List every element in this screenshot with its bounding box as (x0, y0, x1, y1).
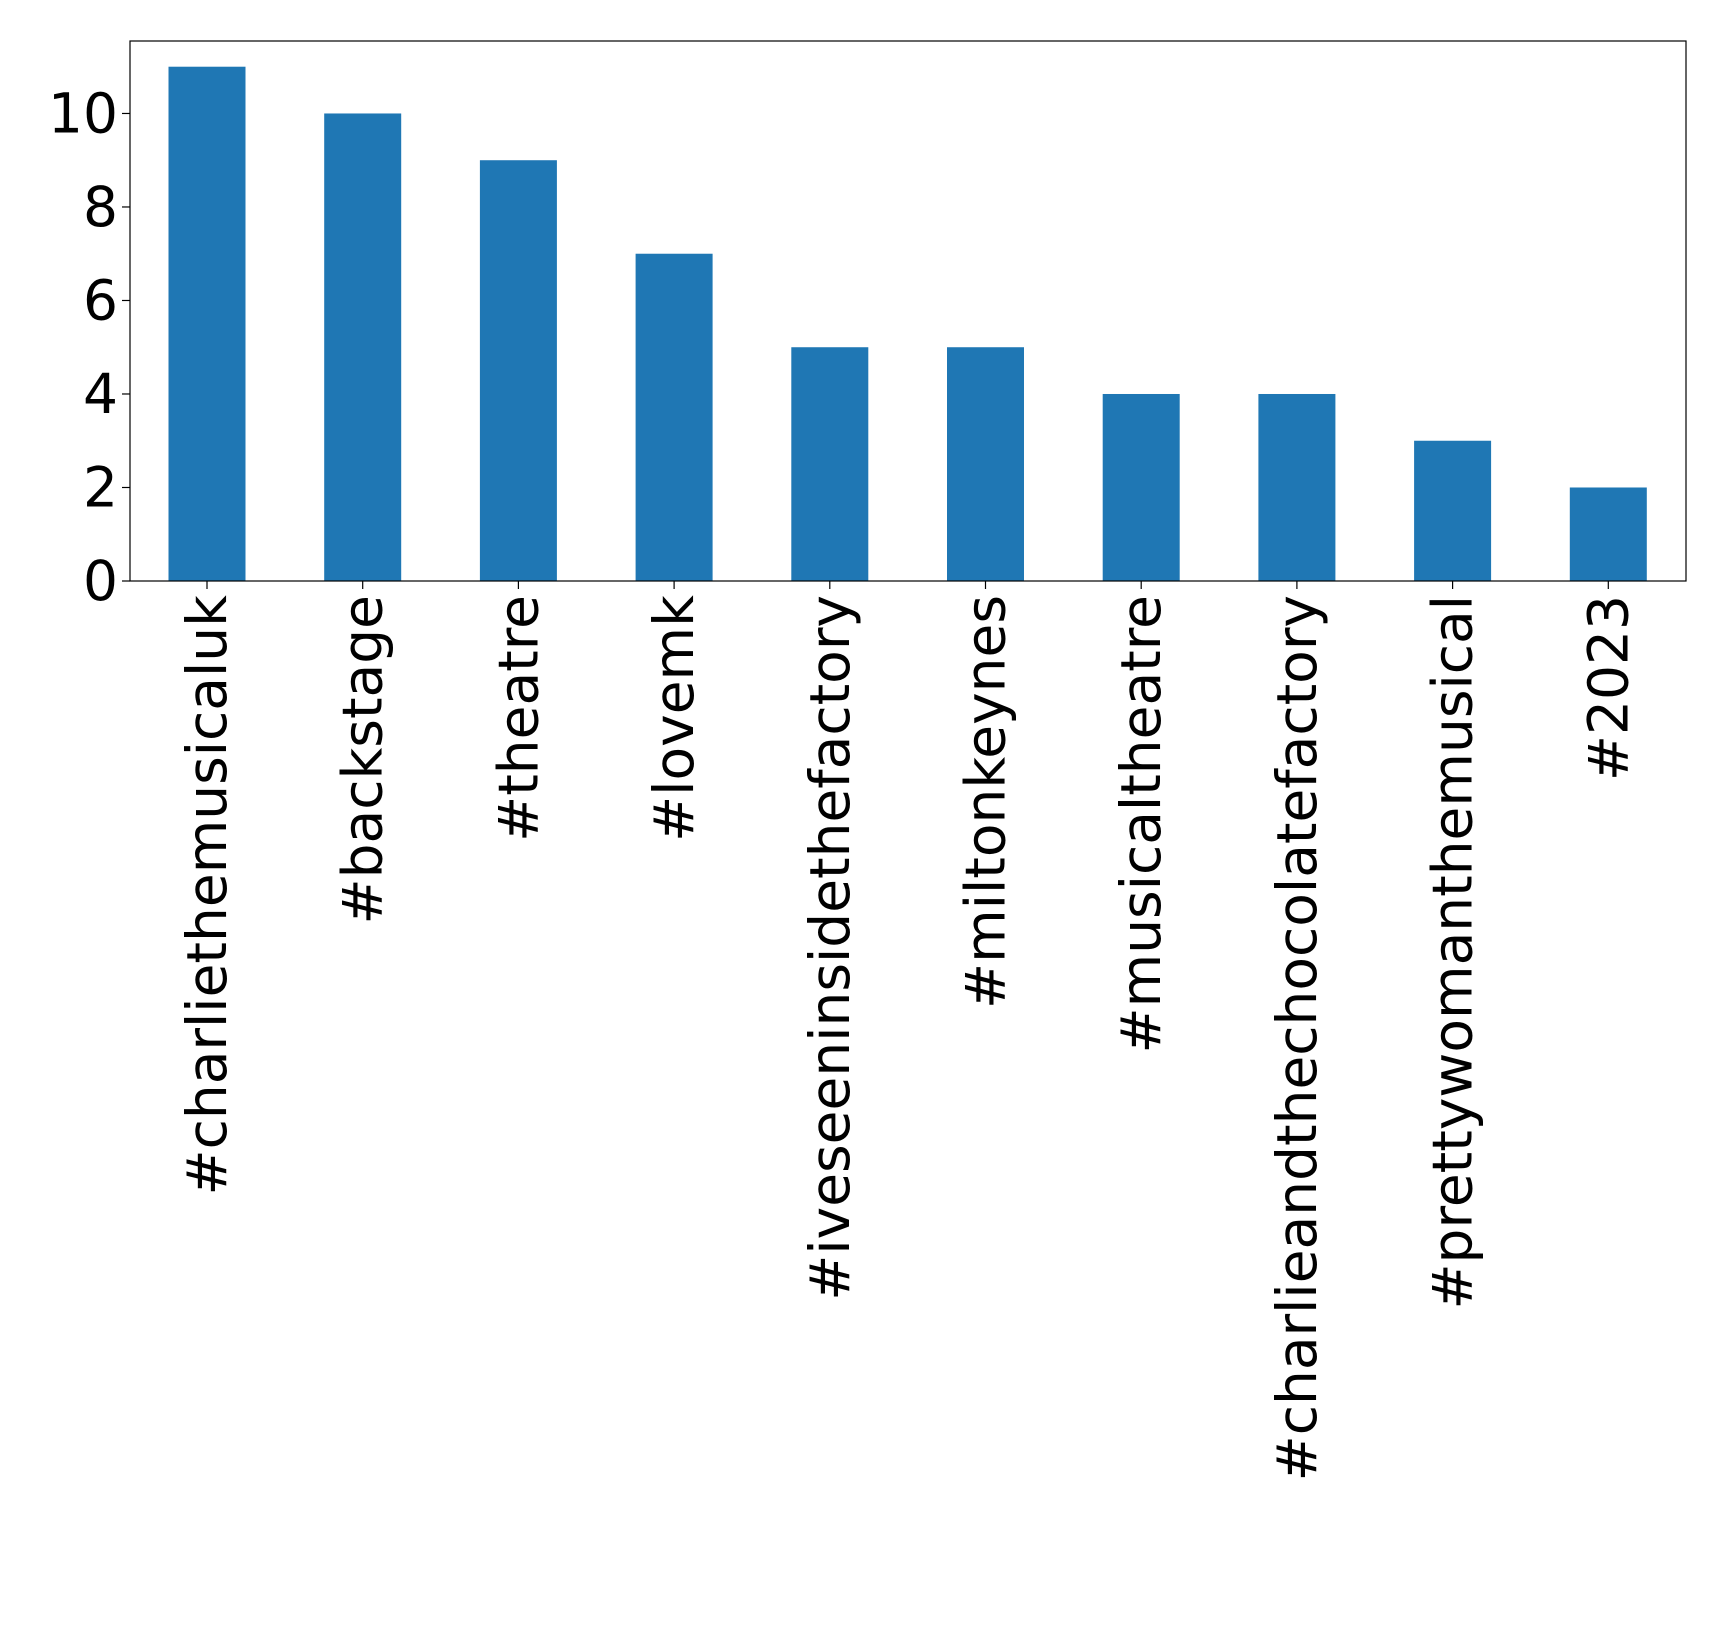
x-tick-label: #lovemk (642, 595, 706, 842)
bar (1102, 393, 1180, 581)
y-tick-label: 4 (83, 362, 118, 426)
x-tick-label: #theatre (486, 595, 550, 842)
x-tick-label: #2023 (1576, 595, 1640, 781)
bar (1569, 487, 1647, 581)
y-tick-label: 6 (83, 268, 118, 332)
x-tick-label: #iveseeninsidethefactory (798, 595, 862, 1301)
bar (479, 160, 557, 581)
bars-group (168, 66, 1647, 582)
bar (168, 66, 246, 581)
y-tick-label: 8 (83, 175, 118, 239)
x-tick-label: #backstage (331, 595, 395, 924)
x-tick-label: #charliethemusicaluk (175, 595, 239, 1196)
x-tick-label: #prettywomanthemusical (1421, 595, 1485, 1310)
y-axis: 0 2 4 6 8 10 (48, 81, 130, 613)
bar (635, 253, 713, 582)
y-tick-label: 2 (83, 455, 118, 519)
bar (1414, 440, 1492, 581)
plot-frame (129, 40, 1687, 582)
y-tick-label: 0 (83, 549, 118, 613)
bar (947, 347, 1024, 581)
x-tick-label: #musicaltheatre (1109, 595, 1173, 1053)
bar (324, 113, 402, 581)
x-tick-label: #charlieandthechocolatefactory (1265, 595, 1329, 1481)
bar (1258, 393, 1336, 581)
x-axis: #charliethemusicaluk #backstage #theatre #l… (175, 581, 1640, 1481)
y-tick-label: 10 (48, 81, 118, 145)
x-tick-label: #miltonkeynes (954, 595, 1018, 1009)
bar (791, 347, 869, 581)
